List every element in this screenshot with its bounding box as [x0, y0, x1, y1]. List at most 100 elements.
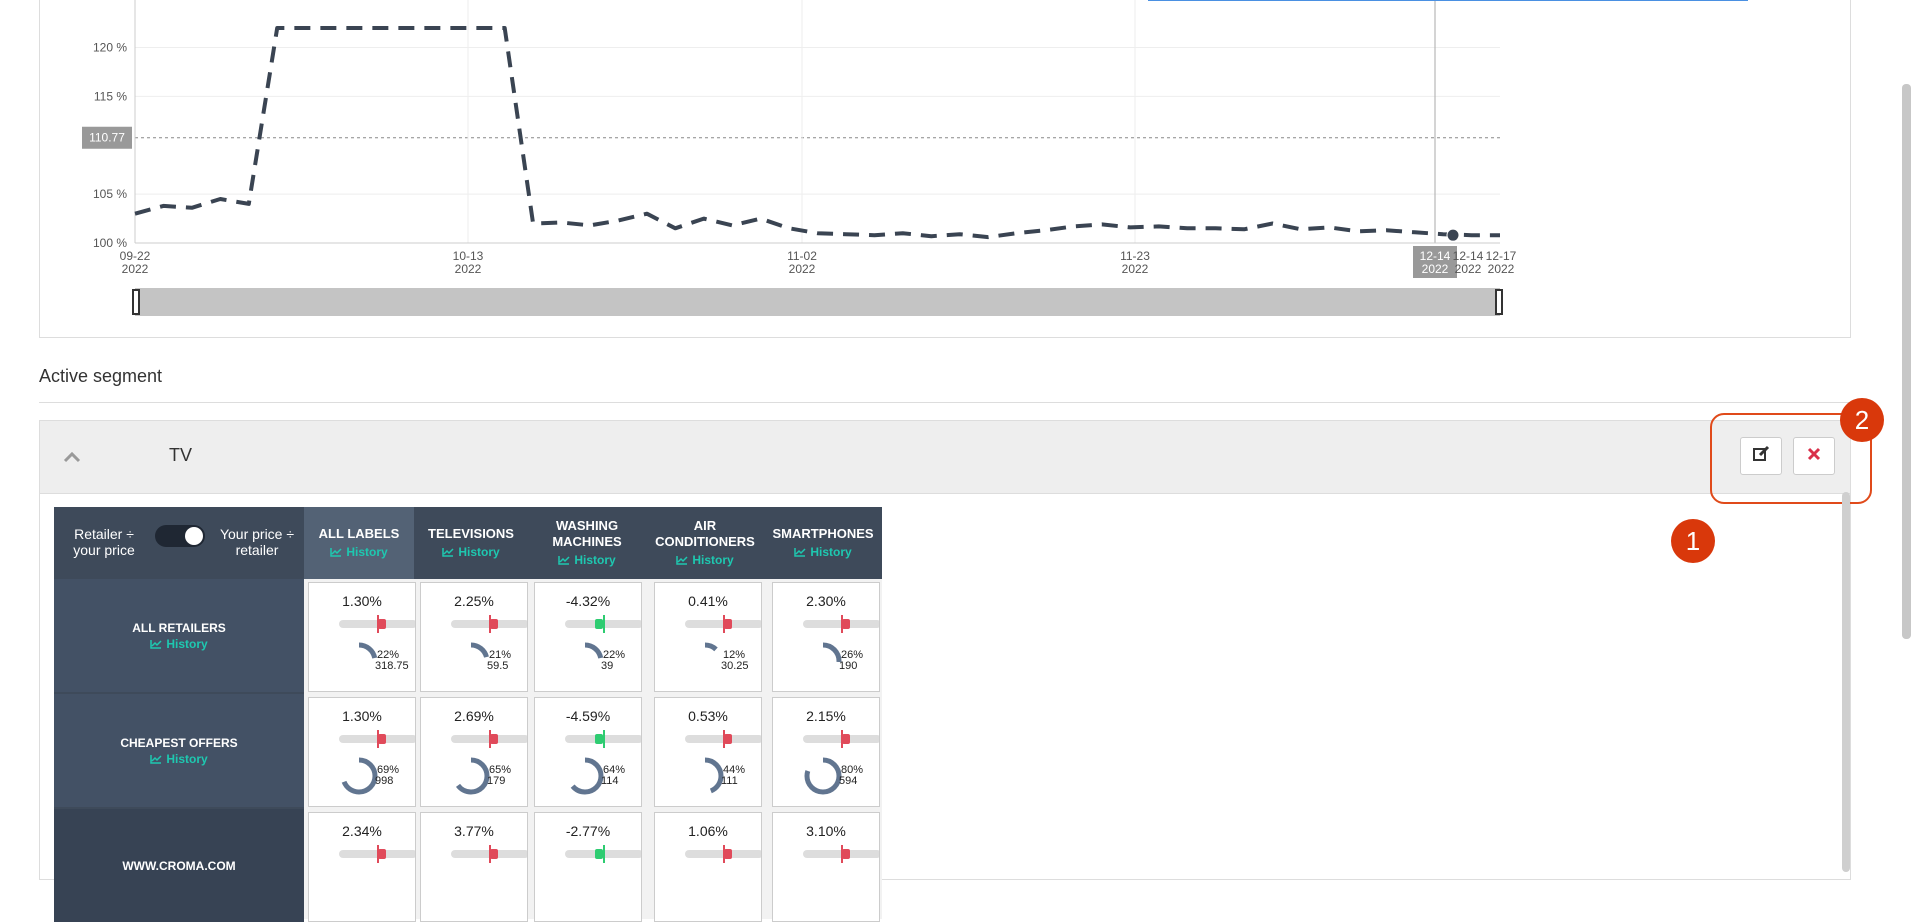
- x-tick-year: 2022: [122, 262, 149, 276]
- ratio-toggle[interactable]: [155, 525, 205, 547]
- x-tick-year: 2022: [1488, 262, 1515, 276]
- matrix-cell[interactable]: -4.59% 64% 114: [534, 697, 642, 807]
- cell-price-diff: -2.77%: [565, 823, 611, 839]
- matrix-cell[interactable]: 1.30% 69% 998: [308, 697, 416, 807]
- history-label: History: [166, 636, 208, 651]
- history-link[interactable]: History: [150, 752, 208, 766]
- cell-diff-bar: [451, 730, 527, 748]
- toggle-right-label: Your price ÷ retailer: [219, 526, 295, 558]
- cell-share: 80%: [841, 764, 864, 776]
- chart-line-icon: [330, 548, 342, 557]
- history-link[interactable]: History: [150, 636, 208, 651]
- cell-price-diff: -4.32%: [565, 593, 611, 609]
- column-header[interactable]: WASHING MACHINES History: [528, 507, 646, 579]
- panel-scrollbar[interactable]: [1842, 492, 1850, 872]
- edit-segment-button[interactable]: [1740, 437, 1782, 475]
- column-header[interactable]: ALL LABELS History: [304, 507, 414, 579]
- bar-value-marker: [595, 734, 603, 744]
- cell-price-diff: 2.69%: [454, 708, 494, 724]
- chevron-up-icon[interactable]: [60, 445, 84, 469]
- x-tick-year: 2022: [1422, 262, 1449, 276]
- segment-header[interactable]: TV: [40, 421, 1850, 494]
- cell-diff-bar: [803, 730, 879, 748]
- x-tick-year: 2022: [1455, 262, 1482, 276]
- matrix-cell[interactable]: 2.15% 80% 594: [772, 697, 880, 807]
- history-link[interactable]: History: [330, 544, 388, 560]
- matrix-cell[interactable]: 2.69% 65% 179: [420, 697, 528, 807]
- column-header[interactable]: AIR CONDITIONERS History: [646, 507, 764, 579]
- share-ring-arc: [804, 642, 842, 680]
- history-label: History: [574, 553, 616, 567]
- chart-highlight-line: [1148, 0, 1748, 1]
- cell-count: 179: [487, 775, 506, 787]
- column-header[interactable]: SMARTPHONES History: [764, 507, 882, 579]
- y-tick-label: 120 %: [93, 41, 127, 55]
- history-link[interactable]: History: [676, 552, 734, 568]
- cell-price-diff: 2.25%: [454, 593, 494, 609]
- cell-count: 59.5: [487, 660, 509, 672]
- row-title: CHEAPEST OFFERS: [120, 735, 238, 750]
- x-tick-label: 12-14: [1453, 249, 1484, 263]
- cell-share: 64%: [603, 764, 626, 776]
- share-ring-arc: [340, 642, 378, 680]
- x-tick-label: 11-02: [787, 249, 817, 263]
- cell-count: 318.75: [375, 660, 409, 672]
- share-ring-gauge: [452, 757, 490, 795]
- bar-value-marker: [490, 619, 498, 629]
- close-icon: [1807, 447, 1821, 466]
- share-ring-gauge: [804, 642, 842, 680]
- share-ring-gauge: [566, 642, 604, 680]
- segment-name: TV: [169, 445, 193, 465]
- matrix-cell[interactable]: 1.06%: [654, 812, 762, 922]
- cell-price-diff: 2.15%: [806, 708, 846, 724]
- cell-price-diff: 3.77%: [454, 823, 494, 839]
- cell-share: 22%: [377, 649, 400, 661]
- cell-diff-bar: [565, 730, 641, 748]
- history-label: History: [346, 545, 388, 559]
- row-title: ALL RETAILERS: [132, 620, 226, 635]
- history-label: History: [458, 545, 500, 559]
- chart-navigator[interactable]: [132, 288, 1503, 316]
- section-divider: [39, 402, 1851, 403]
- matrix-cell[interactable]: 0.41% 12% 30.25: [654, 582, 762, 692]
- history-link[interactable]: History: [442, 544, 500, 560]
- cell-price-diff: 1.30%: [342, 708, 382, 724]
- x-tick-label: 11-23: [1120, 249, 1150, 263]
- cell-price-diff: 2.34%: [342, 823, 382, 839]
- cell-price-diff: 0.41%: [688, 593, 728, 609]
- cell-diff-bar: [339, 730, 415, 748]
- annotation-badge-1: 1: [1671, 519, 1715, 563]
- share-ring-gauge: [340, 757, 378, 795]
- page-scrollbar[interactable]: [1902, 84, 1911, 639]
- matrix-cell[interactable]: 2.25% 21% 59.5: [420, 582, 528, 692]
- cell-share: 69%: [377, 764, 400, 776]
- remove-segment-button[interactable]: [1793, 437, 1835, 475]
- share-ring-arc: [452, 642, 490, 680]
- matrix-cell[interactable]: 2.34%: [308, 812, 416, 922]
- navigator-handle-right: [1495, 289, 1503, 315]
- crosshair-label-bg: [1413, 246, 1457, 278]
- x-tick-year: 2022: [1122, 262, 1149, 276]
- chart-line-icon: [676, 556, 688, 565]
- share-ring-gauge: [566, 757, 604, 795]
- matrix-cell[interactable]: -4.32% 22% 39: [534, 582, 642, 692]
- matrix-cell[interactable]: 1.30% 22% 318.75: [308, 582, 416, 692]
- history-link[interactable]: History: [794, 544, 852, 560]
- matrix-cell[interactable]: -2.77%: [534, 812, 642, 922]
- history-link[interactable]: History: [558, 552, 616, 568]
- share-ring-arc: [686, 642, 724, 680]
- chart-line-icon: [558, 556, 570, 565]
- column-header[interactable]: TELEVISIONS History: [416, 507, 526, 579]
- cell-count: 111: [721, 775, 738, 787]
- cell-diff-bar: [339, 615, 415, 633]
- share-ring-gauge: [686, 757, 724, 795]
- bar-value-marker: [595, 849, 603, 859]
- matrix-cell[interactable]: 3.77%: [420, 812, 528, 922]
- matrix-cell[interactable]: 3.10%: [772, 812, 880, 922]
- cell-price-diff: 3.10%: [806, 823, 846, 839]
- matrix-cell[interactable]: 2.30% 26% 190: [772, 582, 880, 692]
- matrix-cell[interactable]: 0.53% 44% 111: [654, 697, 762, 807]
- share-ring-arc: [566, 757, 604, 795]
- active-segment-heading: Active segment: [39, 366, 163, 386]
